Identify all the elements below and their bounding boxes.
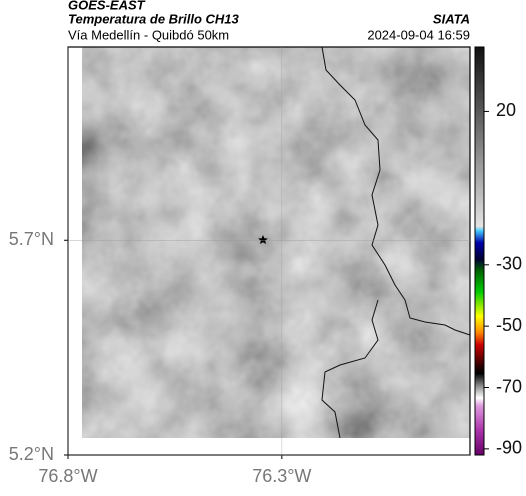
subtitle: Vía Medellín - Quibdó 50km	[68, 27, 229, 42]
colorbar-label: -70	[496, 376, 522, 396]
location-marker	[258, 235, 268, 244]
satellite-image	[82, 47, 470, 438]
colorbar-label: 20	[496, 100, 516, 120]
colorbar-label: -50	[496, 315, 522, 335]
map	[82, 46, 471, 439]
org: SIATA	[433, 11, 470, 26]
x-tick-label: 76.8°W	[38, 466, 97, 486]
title: Temperatura de Brillo CH13	[68, 11, 240, 26]
colorbar-label: -30	[496, 254, 522, 274]
colorbar-label: -90	[496, 438, 522, 458]
boundaries	[321, 46, 471, 439]
y-tick-label: 5.2°N	[9, 444, 54, 464]
datetime: 2024-09-04 16:59	[367, 27, 470, 42]
colorbar	[474, 46, 485, 456]
x-tick-label: 76.3°W	[252, 466, 311, 486]
source: GOES-EAST	[68, 0, 146, 12]
y-tick-label: 5.7°N	[9, 229, 54, 249]
